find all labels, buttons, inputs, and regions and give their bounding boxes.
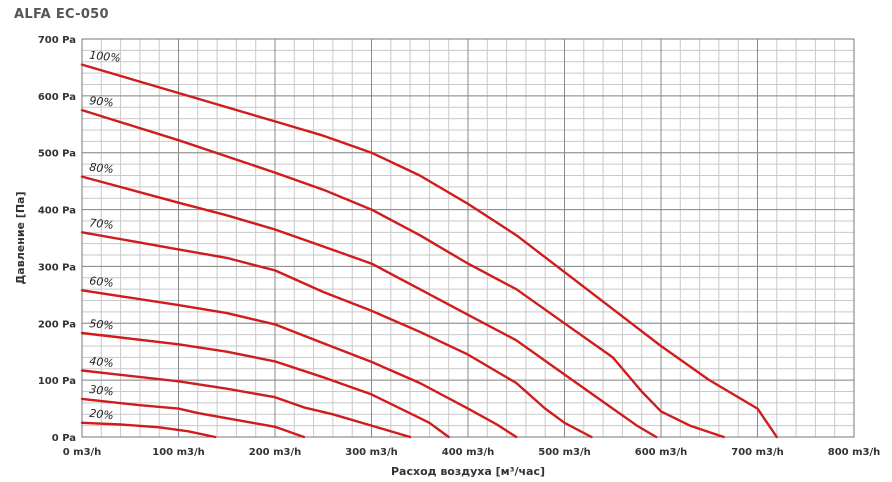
y-tick-label: 200 Pa	[38, 319, 76, 330]
x-tick-label: 100 m3/h	[152, 447, 205, 458]
curve-label: 40%	[89, 355, 115, 370]
curve-label: 90%	[89, 94, 115, 109]
x-tick-label: 200 m3/h	[249, 447, 302, 458]
x-tick-labels: 0 m3/h 100 m3/h 200 m3/h 300 m3/h 400 m3/h 50…	[63, 447, 881, 458]
curve-label: 100%	[89, 49, 122, 65]
y-tick-label: 300 Pa	[38, 262, 76, 273]
x-tick-label: 800 m3/h	[828, 447, 881, 458]
curve-60pct	[80, 289, 518, 439]
curve-label: 60%	[89, 274, 115, 289]
y-tick-label: 700 Pa	[38, 35, 76, 46]
x-tick-label: 400 m3/h	[442, 447, 495, 458]
y-tick-label: 400 Pa	[38, 206, 76, 217]
curve-50pct	[80, 331, 450, 439]
curve-90pct	[80, 108, 725, 439]
x-tick-label: 0 m3/h	[63, 447, 102, 458]
curve-30pct	[80, 397, 306, 439]
x-axis-label: Расход воздуха [м³/час]	[391, 465, 545, 478]
curve-label: 20%	[89, 407, 115, 422]
plot-frame	[81, 38, 855, 438]
y-tick-label: 600 Pa	[38, 92, 76, 103]
curve-80pct	[80, 175, 658, 439]
y-tick-label: 500 Pa	[38, 149, 76, 160]
x-tick-label: 700 m3/h	[731, 447, 784, 458]
curve-label: 50%	[89, 317, 115, 332]
curve-label: 70%	[89, 216, 115, 231]
curves: 100% 90% 80% 70% 60% 50% 40% 30% 20%	[80, 49, 778, 439]
y-tick-label: 0 Pa	[52, 433, 76, 444]
curve-70pct	[80, 231, 593, 439]
x-tick-label: 600 m3/h	[635, 447, 688, 458]
y-axis-label: Давление [Па]	[14, 192, 27, 285]
curve-label: 30%	[89, 383, 115, 398]
y-tick-label: 100 Pa	[38, 376, 76, 387]
curve-40pct	[80, 369, 412, 439]
y-tick-labels: 0 Pa 100 Pa 200 Pa 300 Pa 400 Pa 500 Pa 600 Pa…	[38, 35, 76, 444]
x-tick-label: 300 m3/h	[345, 447, 398, 458]
curve-label: 80%	[89, 161, 115, 176]
curve-100pct	[80, 63, 778, 439]
chart-title: ALFA EC-050	[14, 7, 109, 22]
x-tick-label: 500 m3/h	[538, 447, 591, 458]
curve-20pct	[80, 421, 217, 439]
